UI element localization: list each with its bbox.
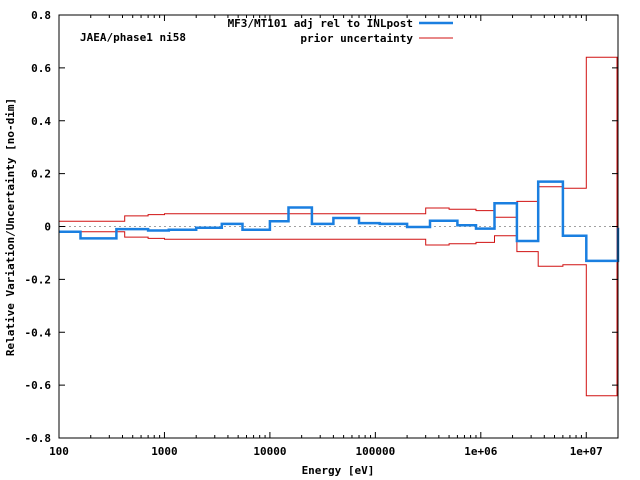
legend-label-prior: prior uncertainty bbox=[300, 32, 413, 45]
adjustment-step-line bbox=[59, 180, 620, 263]
y-axis-label: Relative Variation/Uncertainty [no-dim] bbox=[4, 98, 17, 356]
y-tick-label: 0.8 bbox=[31, 9, 51, 22]
legend-label-adjustment: MF3/MT101 adj rel to INLpost bbox=[228, 17, 413, 30]
x-tick-label: 100000 bbox=[355, 445, 395, 458]
x-tick-label: 1000 bbox=[151, 445, 178, 458]
y-tick-label: -0.6 bbox=[25, 379, 52, 392]
y-tick-label: -0.2 bbox=[25, 273, 52, 286]
y-tick-label: 0.4 bbox=[31, 115, 51, 128]
prior-uncertainty-upper-line bbox=[59, 56, 618, 222]
x-axis-label: Energy [eV] bbox=[302, 464, 375, 477]
series-layer bbox=[59, 56, 620, 397]
prior-uncertainty-lower-line bbox=[59, 231, 618, 397]
y-tick-label: -0.4 bbox=[25, 326, 52, 339]
x-tick-label: 100 bbox=[49, 445, 69, 458]
x-tick-label: 1e+07 bbox=[570, 445, 603, 458]
y-tick-label: 0 bbox=[44, 221, 51, 234]
x-tick-label: 1e+06 bbox=[464, 445, 497, 458]
y-tick-label: 0.6 bbox=[31, 62, 51, 75]
y-tick-label: -0.8 bbox=[25, 432, 52, 445]
tick-layer: -0.8 -0.6 -0.4 -0.2 0 0.2 0.4 0.6 0.8 100 1000 1000… bbox=[25, 9, 619, 458]
y-tick-label: 0.2 bbox=[31, 168, 51, 181]
x-tick-label: 10000 bbox=[253, 445, 286, 458]
legend: MF3/MT101 adj rel to INLpost prior uncer… bbox=[228, 17, 453, 45]
chart-annotation: JAEA/phase1 ni58 bbox=[80, 31, 186, 44]
